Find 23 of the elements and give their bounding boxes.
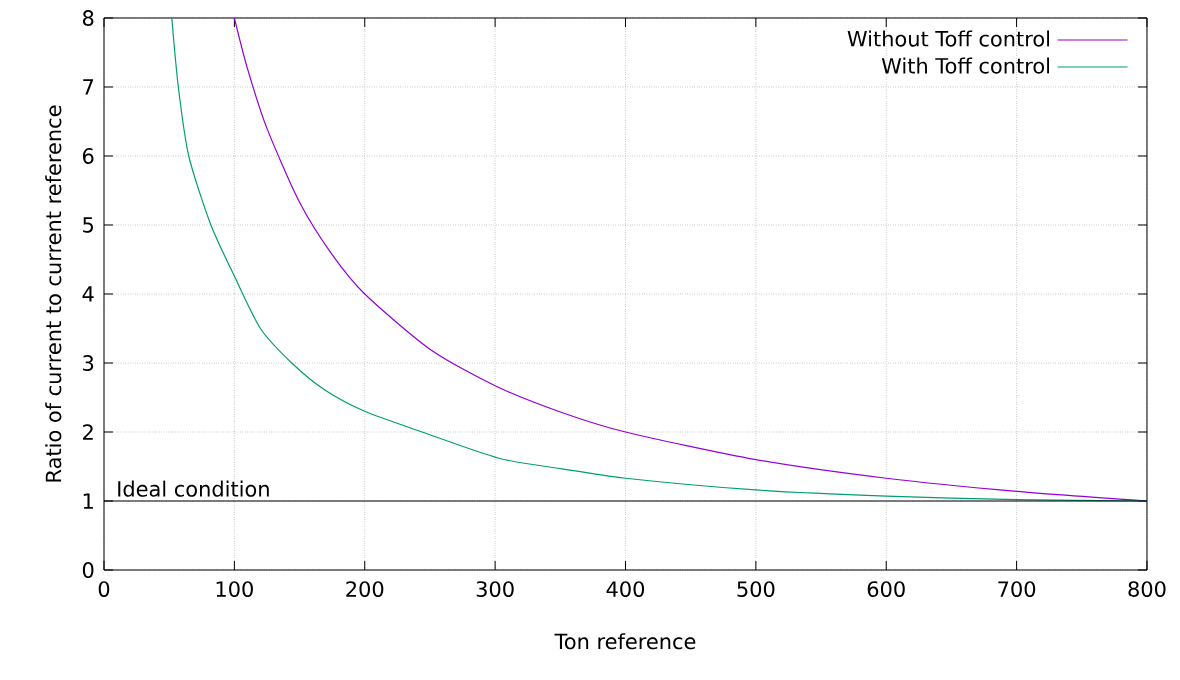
legend-label: With Toff control [881, 57, 1050, 74]
y-tick-label: 3 [83, 355, 94, 371]
x-tick-label: 300 [476, 581, 514, 597]
y-tick-label: 8 [82, 10, 94, 26]
ref-line-label: Ideal condition [118, 480, 269, 497]
x-tick-label: 700 [998, 581, 1036, 597]
y-tick-label: 2 [83, 424, 93, 440]
x-tick-label: 100 [216, 581, 253, 597]
x-tick-label: 400 [606, 581, 645, 597]
y-tick-label: 6 [82, 148, 94, 164]
y-tick-label: 0 [82, 562, 94, 578]
y-tick-label: 4 [82, 286, 94, 302]
x-tick-label: 0 [98, 581, 110, 597]
x-tick-label: 600 [867, 581, 905, 597]
x-tick-label: 500 [737, 581, 775, 597]
y-tick-label: 5 [83, 217, 93, 233]
x-axis-title: Ton reference [554, 633, 696, 650]
x-tick-label: 200 [346, 581, 384, 597]
y-tick-label: 7 [83, 79, 94, 95]
y-axis-title: Ratio of current to current reference [45, 105, 62, 482]
legend-label: Without Toff control [847, 30, 1050, 47]
x-tick-label: 800 [1128, 581, 1166, 597]
y-tick-label: 1 [83, 493, 93, 509]
